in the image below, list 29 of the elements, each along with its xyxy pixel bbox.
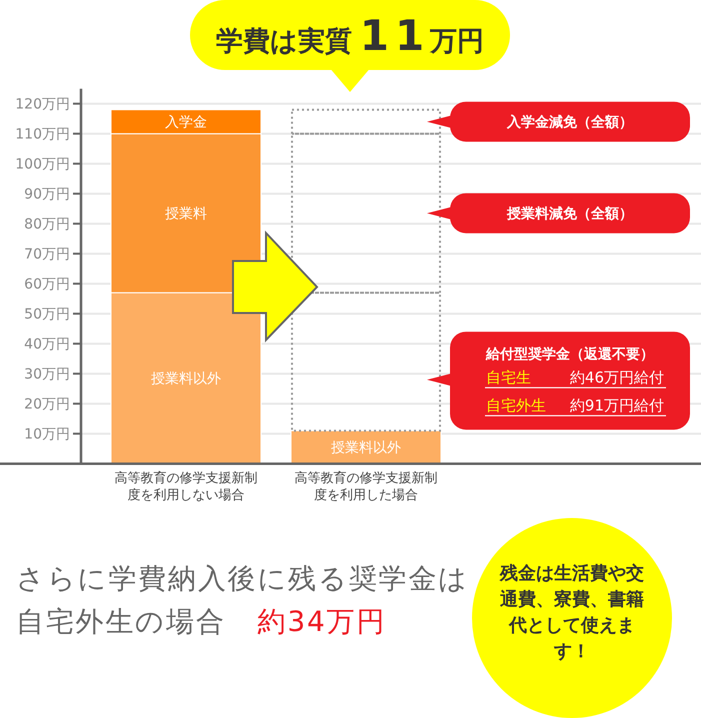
text: 自宅生	[486, 368, 531, 387]
y-tick-label: 80万円	[24, 216, 70, 233]
text: 自宅外生	[486, 396, 546, 415]
y-tick-label: 90万円	[24, 186, 70, 203]
text: 授業料減免（全額）	[506, 205, 633, 222]
series-label: 入学金	[165, 114, 207, 131]
text: さらに学費納入後に残る奨学金は	[16, 562, 469, 595]
text: 約46万円給付	[570, 368, 664, 387]
text: 授業料以外	[151, 371, 221, 388]
text: 約91万円給付	[570, 396, 664, 415]
y-tick-label: 20万円	[24, 396, 70, 413]
text: 約34万円	[258, 605, 386, 638]
y-tick-label: 40万円	[24, 336, 70, 353]
series-label: 授業料以外	[331, 440, 401, 456]
y-tick-label: 10万円	[24, 426, 70, 443]
y-tick-label: 120万円	[15, 96, 70, 113]
text: 入学金減免（全額）	[506, 114, 633, 131]
y-tick-label: 30万円	[24, 366, 70, 383]
text: 給付型奨学金（返還不要）	[485, 346, 654, 363]
y-tick-label: 60万円	[24, 276, 70, 293]
text: 残金は生活費や交通費、寮費、書籍代として使えます！	[498, 562, 645, 664]
y-tick-label: 110万円	[15, 126, 70, 143]
text: 自宅外生の場合	[16, 605, 226, 638]
series-label: 授業料	[165, 206, 207, 222]
x-tick-label: 高等教育の修学支援新制度を利用した場合	[294, 470, 438, 504]
x-tick-label: 高等教育の修学支援新制度を利用しない場合	[114, 470, 258, 504]
y-tick-label: 50万円	[24, 306, 70, 323]
y-tick-label: 70万円	[24, 246, 70, 263]
y-tick-label: 100万円	[15, 156, 70, 173]
